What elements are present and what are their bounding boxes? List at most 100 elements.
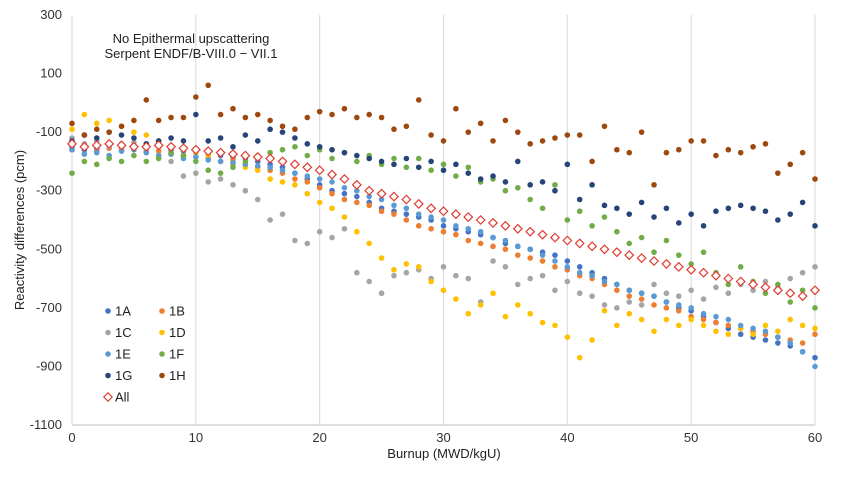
data-point <box>527 141 533 147</box>
data-point <box>292 143 298 150</box>
data-point <box>366 278 373 285</box>
data-point <box>589 182 595 188</box>
legend-marker <box>105 372 111 379</box>
data-point <box>339 173 350 185</box>
data-point <box>292 237 298 244</box>
data-point <box>93 149 100 156</box>
data-point <box>292 126 298 133</box>
data-point <box>490 290 496 297</box>
data-point <box>141 141 152 152</box>
data-point <box>180 114 187 121</box>
y-tick-label: -700 <box>36 300 62 315</box>
data-point <box>143 149 150 156</box>
data-point <box>477 240 484 247</box>
legend-marker <box>159 308 165 314</box>
data-point <box>440 217 447 223</box>
data-point <box>502 264 509 270</box>
data-point <box>576 264 583 270</box>
data-point <box>440 264 447 270</box>
data-point <box>552 252 558 258</box>
data-point <box>638 129 645 135</box>
data-point <box>131 117 137 124</box>
data-point <box>143 97 150 103</box>
data-points <box>66 82 821 370</box>
data-point <box>611 247 622 258</box>
data-point <box>601 278 608 285</box>
data-point <box>403 261 410 267</box>
data-point <box>69 146 75 153</box>
data-point <box>675 220 682 226</box>
data-point <box>131 135 137 141</box>
data-point <box>552 258 558 264</box>
data-point <box>723 273 734 284</box>
data-point <box>267 117 273 124</box>
data-point <box>502 246 509 253</box>
data-point <box>155 155 162 162</box>
data-point <box>725 290 732 297</box>
data-point <box>762 328 769 335</box>
legend-marker <box>159 372 165 379</box>
data-point <box>589 272 595 279</box>
data-point <box>403 123 410 130</box>
data-point <box>539 205 546 212</box>
data-point <box>614 281 620 288</box>
data-point <box>230 182 236 188</box>
data-point <box>787 211 794 217</box>
data-point <box>527 275 533 282</box>
data-point <box>775 170 781 176</box>
data-point <box>502 179 509 185</box>
data-point <box>217 111 224 118</box>
data-point <box>131 152 137 159</box>
data-point <box>599 244 610 255</box>
data-point <box>750 325 756 332</box>
data-point <box>799 348 806 355</box>
data-point <box>378 158 385 165</box>
data-point <box>725 146 732 153</box>
y-tick-label: 100 <box>40 66 62 81</box>
data-point <box>725 331 732 338</box>
data-point <box>564 161 571 168</box>
y-tick-label: -100 <box>36 124 62 139</box>
legend-marker <box>105 329 111 336</box>
data-point <box>351 179 362 190</box>
data-point <box>564 334 571 340</box>
data-point <box>93 135 100 141</box>
data-point <box>193 94 199 100</box>
legend-label: 1D <box>169 325 186 340</box>
data-point <box>638 290 645 297</box>
data-point <box>403 217 410 223</box>
data-point <box>651 281 657 288</box>
x-tick-label: 40 <box>560 430 574 445</box>
data-point <box>539 319 546 326</box>
data-point <box>354 114 360 121</box>
data-point <box>700 138 707 144</box>
series-1h <box>69 82 818 188</box>
data-point <box>465 170 472 176</box>
data-point <box>143 158 150 165</box>
data-point <box>252 151 263 163</box>
data-point <box>403 211 410 217</box>
data-point <box>205 157 212 163</box>
data-point <box>242 132 249 138</box>
data-point <box>775 281 781 288</box>
data-point <box>651 182 657 188</box>
data-point <box>193 154 199 160</box>
data-point <box>354 158 360 165</box>
data-point <box>675 322 682 329</box>
data-point <box>205 167 212 174</box>
legend-label: 1A <box>115 304 131 319</box>
data-point <box>762 337 769 343</box>
data-point <box>155 117 162 124</box>
legend-item-1g: 1G <box>105 368 132 383</box>
data-point <box>502 237 509 244</box>
data-point <box>316 176 323 182</box>
data-point <box>675 146 682 153</box>
data-point <box>638 296 645 302</box>
data-point <box>366 240 373 247</box>
data-point <box>663 299 670 305</box>
data-point <box>713 152 719 159</box>
data-point <box>673 261 684 272</box>
data-point <box>230 164 236 171</box>
data-point <box>190 144 201 155</box>
data-point <box>428 278 434 285</box>
